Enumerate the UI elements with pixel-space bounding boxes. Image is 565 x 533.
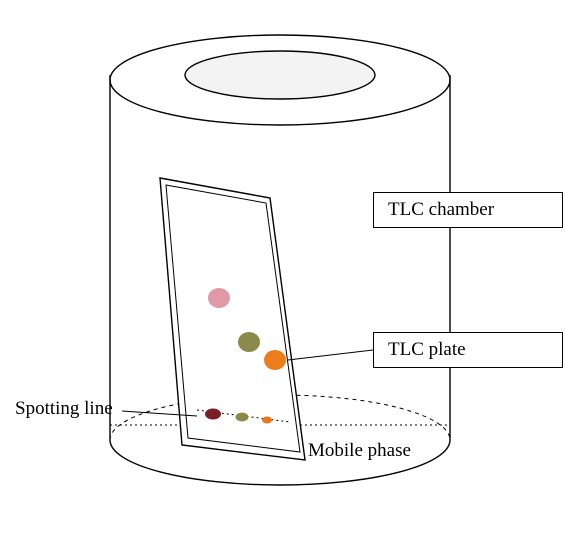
chamber-top-opening (185, 51, 375, 99)
tlc-spot-3 (208, 288, 230, 308)
tlc-plate-label: TLC plate (373, 332, 563, 368)
mobile-phase-label: Mobile phase (308, 440, 411, 462)
mobile-phase-text: Mobile phase (308, 440, 411, 461)
tlc-chamber-text: TLC chamber (388, 199, 494, 220)
tlc-plate-text: TLC plate (388, 339, 466, 360)
tlc-plate-outer (160, 178, 305, 460)
spotting-line-text: Spotting line (15, 398, 113, 419)
leader-tlc-plate (288, 350, 373, 360)
tlc-spot-4 (238, 332, 260, 352)
tlc-spot-5 (264, 350, 286, 370)
tlc-spot-0 (205, 409, 221, 420)
tlc-spot-2 (262, 417, 272, 424)
spotting-line-label: Spotting line (15, 398, 113, 420)
tlc-chamber-label: TLC chamber (373, 192, 563, 228)
tlc-spot-1 (236, 413, 249, 422)
